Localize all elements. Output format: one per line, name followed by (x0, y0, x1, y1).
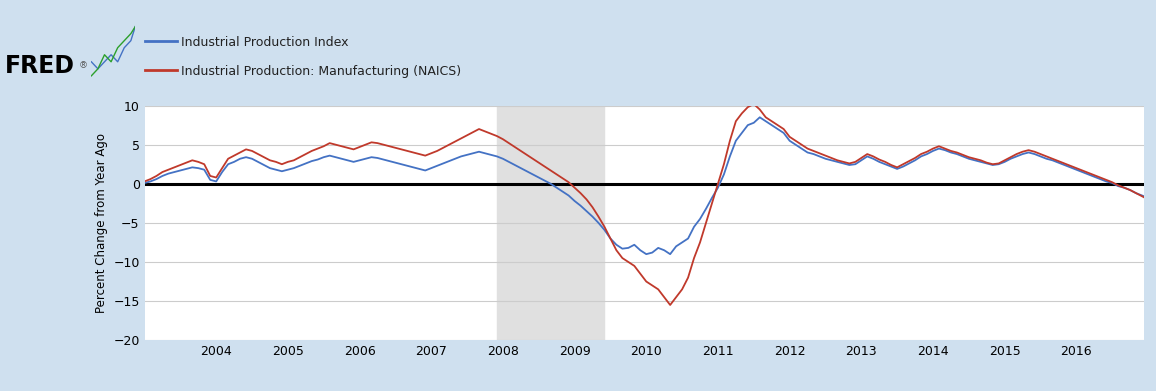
Text: ®: ® (79, 61, 88, 70)
Text: FRED: FRED (5, 54, 75, 78)
Text: Industrial Production Index: Industrial Production Index (181, 36, 349, 49)
Bar (497, 106, 605, 340)
Y-axis label: Percent Change from Year Ago: Percent Change from Year Ago (95, 133, 108, 313)
Text: Industrial Production: Manufacturing (NAICS): Industrial Production: Manufacturing (NA… (181, 65, 461, 78)
